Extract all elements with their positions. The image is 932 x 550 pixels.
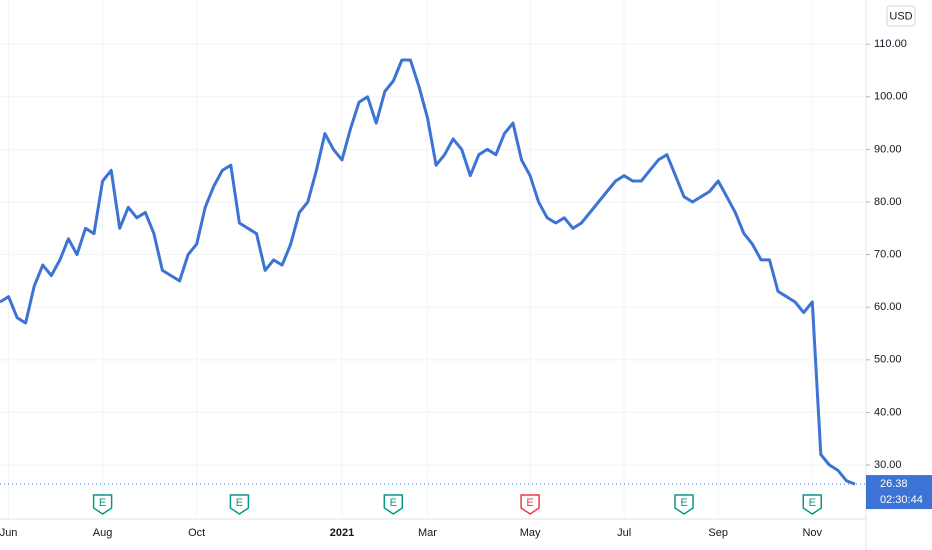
y-tick-label: 50.00 <box>874 354 902 366</box>
currency-label[interactable]: USD <box>889 10 912 22</box>
earnings-marker <box>520 494 540 515</box>
countdown-label: 02:30:44 <box>880 494 923 506</box>
earnings-label: E <box>526 497 533 509</box>
y-tick-label: 40.00 <box>874 406 902 418</box>
earnings-label: E <box>390 497 397 509</box>
x-tick-label: Aug <box>93 527 113 539</box>
x-tick-label: May <box>520 527 541 539</box>
x-tick-label: Oct <box>188 527 205 539</box>
price-line <box>0 58 856 486</box>
earnings-marker <box>674 494 694 515</box>
x-tick-label: Jun <box>0 527 17 539</box>
x-tick-label: 2021 <box>330 527 354 539</box>
earnings-label: E <box>809 497 816 509</box>
y-tick-label: 30.00 <box>874 459 902 471</box>
y-tick-label: 100.00 <box>874 91 908 103</box>
earnings-marker <box>383 494 404 515</box>
earnings-label: E <box>99 497 106 509</box>
last-price-label: 26.38 <box>880 478 908 490</box>
y-tick-label: 60.00 <box>874 301 902 313</box>
x-tick-label: Mar <box>418 527 437 539</box>
y-tick-label: 70.00 <box>874 249 902 261</box>
earnings-marker <box>92 494 113 515</box>
y-tick-label: 80.00 <box>874 196 902 208</box>
x-tick-label: Sep <box>708 527 728 539</box>
x-tick-label: Nov <box>802 527 822 539</box>
currency-box[interactable] <box>886 5 916 27</box>
y-tick-label: 110.00 <box>874 38 907 50</box>
earnings-marker <box>802 494 822 515</box>
earnings-marker <box>229 494 250 515</box>
y-tick-label: 90.00 <box>874 143 902 155</box>
earnings-label: E <box>236 497 243 509</box>
last-price-box <box>866 475 932 510</box>
earnings-label: E <box>680 497 687 509</box>
x-tick-label: Jul <box>617 527 631 539</box>
